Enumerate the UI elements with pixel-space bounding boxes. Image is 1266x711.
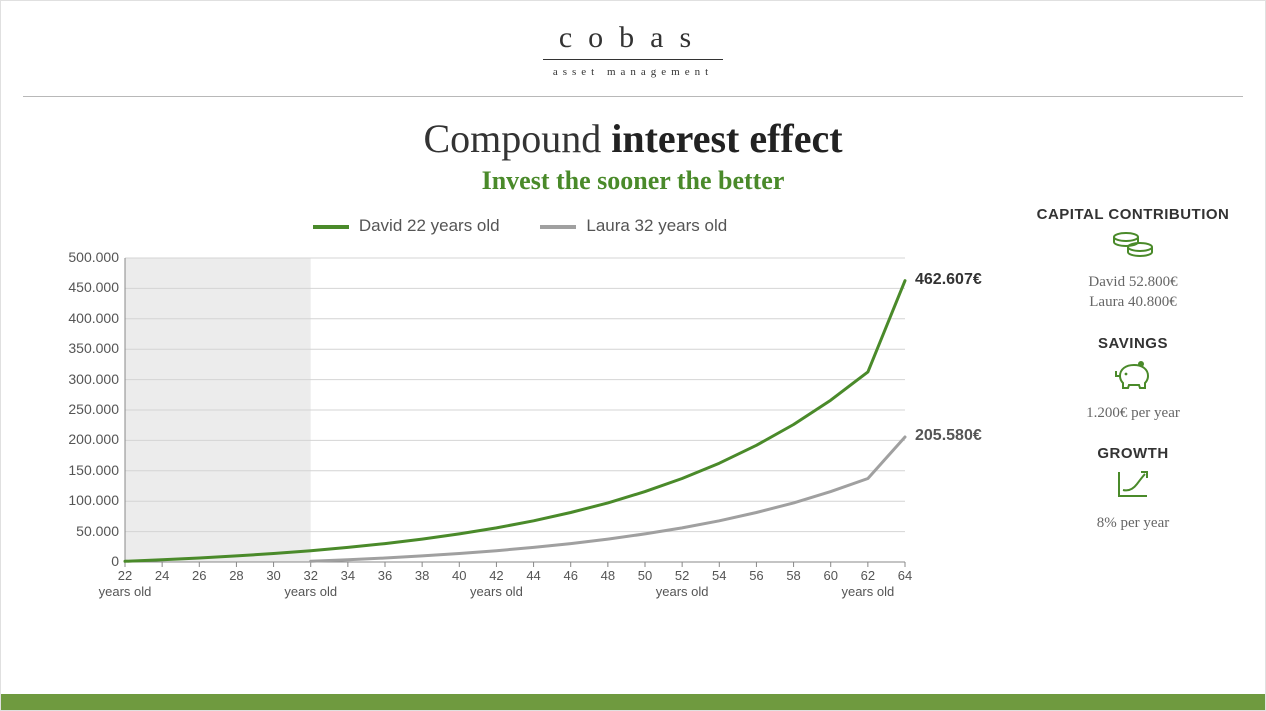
series-end-label-david: 462.607€ (915, 271, 982, 289)
xtick-label: 46 (563, 568, 577, 583)
title-light: Compound (423, 116, 611, 161)
xtick-label: 34 (341, 568, 355, 583)
side-capital-title: CAPITAL CONTRIBUTION (1025, 206, 1241, 223)
footer-bar (1, 694, 1265, 710)
brand-name: cobas (1, 21, 1265, 55)
xtick-label: 28 (229, 568, 243, 583)
side-savings: SAVINGS 1.200€ per year (1025, 335, 1241, 423)
ytick-label: 350.000 (55, 340, 119, 356)
plot-svg (35, 242, 995, 622)
xtick-label: 24 (155, 568, 169, 583)
ytick-label: 150.000 (55, 462, 119, 478)
side-capital: CAPITAL CONTRIBUTION David 52.800€ Laura… (1025, 206, 1241, 313)
ytick-label: 450.000 (55, 279, 119, 295)
xtick-label: 42 (489, 568, 503, 583)
xtick-sublabel: years old (284, 584, 337, 599)
xtick-sublabel: years old (99, 584, 152, 599)
ytick-label: 200.000 (55, 431, 119, 447)
xtick-label: 54 (712, 568, 726, 583)
xtick-label: 50 (638, 568, 652, 583)
coins-icon (1025, 229, 1241, 266)
plot-wrap: 0 50.000 100.000 150.000 200.000 250.000 300.0… (35, 242, 995, 622)
xtick-label: 40 (452, 568, 466, 583)
brand-header: cobas asset management (1, 1, 1265, 90)
side-capital-line1: David 52.800€ (1025, 272, 1241, 292)
side-savings-title: SAVINGS (1025, 335, 1241, 352)
ytick-label: 400.000 (55, 310, 119, 326)
xtick-label: 58 (786, 568, 800, 583)
ytick-label: 500.000 (55, 249, 119, 265)
xtick-label: 44 (526, 568, 540, 583)
xtick-label: 38 (415, 568, 429, 583)
chart-legend: David 22 years old Laura 32 years old (25, 206, 1015, 242)
brand-subtitle: asset management (1, 66, 1265, 78)
legend-item-laura: Laura 32 years old (540, 216, 727, 236)
ytick-label: 300.000 (55, 371, 119, 387)
series-end-label-laura: 205.580€ (915, 427, 982, 445)
subtitle: Invest the sooner the better (1, 166, 1265, 196)
xtick-label: 64 (898, 568, 912, 583)
xtick-label: 30 (266, 568, 280, 583)
legend-label-laura: Laura 32 years old (586, 216, 727, 235)
header-rule (23, 96, 1243, 97)
ytick-label: 0 (55, 553, 119, 569)
xtick-label: 62 (861, 568, 875, 583)
xtick-label: 60 (823, 568, 837, 583)
ytick-label: 250.000 (55, 401, 119, 417)
xtick-label: 32 (303, 568, 317, 583)
xtick-sublabel: years old (841, 584, 894, 599)
xtick-sublabel: years old (656, 584, 709, 599)
xtick-label: 26 (192, 568, 206, 583)
side-growth: GROWTH 8% per year (1025, 445, 1241, 533)
legend-swatch-laura (540, 225, 576, 229)
ytick-label: 100.000 (55, 492, 119, 508)
side-capital-line2: Laura 40.800€ (1025, 292, 1241, 312)
xtick-label: 22 (118, 568, 132, 583)
growth-icon (1025, 468, 1241, 507)
side-panel: CAPITAL CONTRIBUTION David 52.800€ Laura… (1015, 206, 1241, 622)
brand-divider (543, 59, 723, 60)
title-bold: interest effect (611, 116, 842, 161)
legend-item-david: David 22 years old (313, 216, 500, 236)
xtick-label: 52 (675, 568, 689, 583)
xtick-label: 56 (749, 568, 763, 583)
side-growth-text: 8% per year (1025, 513, 1241, 533)
xtick-sublabel: years old (470, 584, 523, 599)
xtick-label: 36 (378, 568, 392, 583)
side-savings-text: 1.200€ per year (1025, 403, 1241, 423)
side-growth-title: GROWTH (1025, 445, 1241, 462)
ytick-label: 50.000 (55, 523, 119, 539)
legend-swatch-david (313, 225, 349, 229)
title-block: Compound interest effect Invest the soon… (1, 115, 1265, 196)
legend-label-david: David 22 years old (359, 216, 500, 235)
chart-area: David 22 years old Laura 32 years old 0 5… (25, 206, 1015, 622)
main-title: Compound interest effect (1, 115, 1265, 162)
xtick-label: 48 (601, 568, 615, 583)
piggy-icon (1025, 358, 1241, 397)
main-row: David 22 years old Laura 32 years old 0 5… (1, 206, 1265, 622)
